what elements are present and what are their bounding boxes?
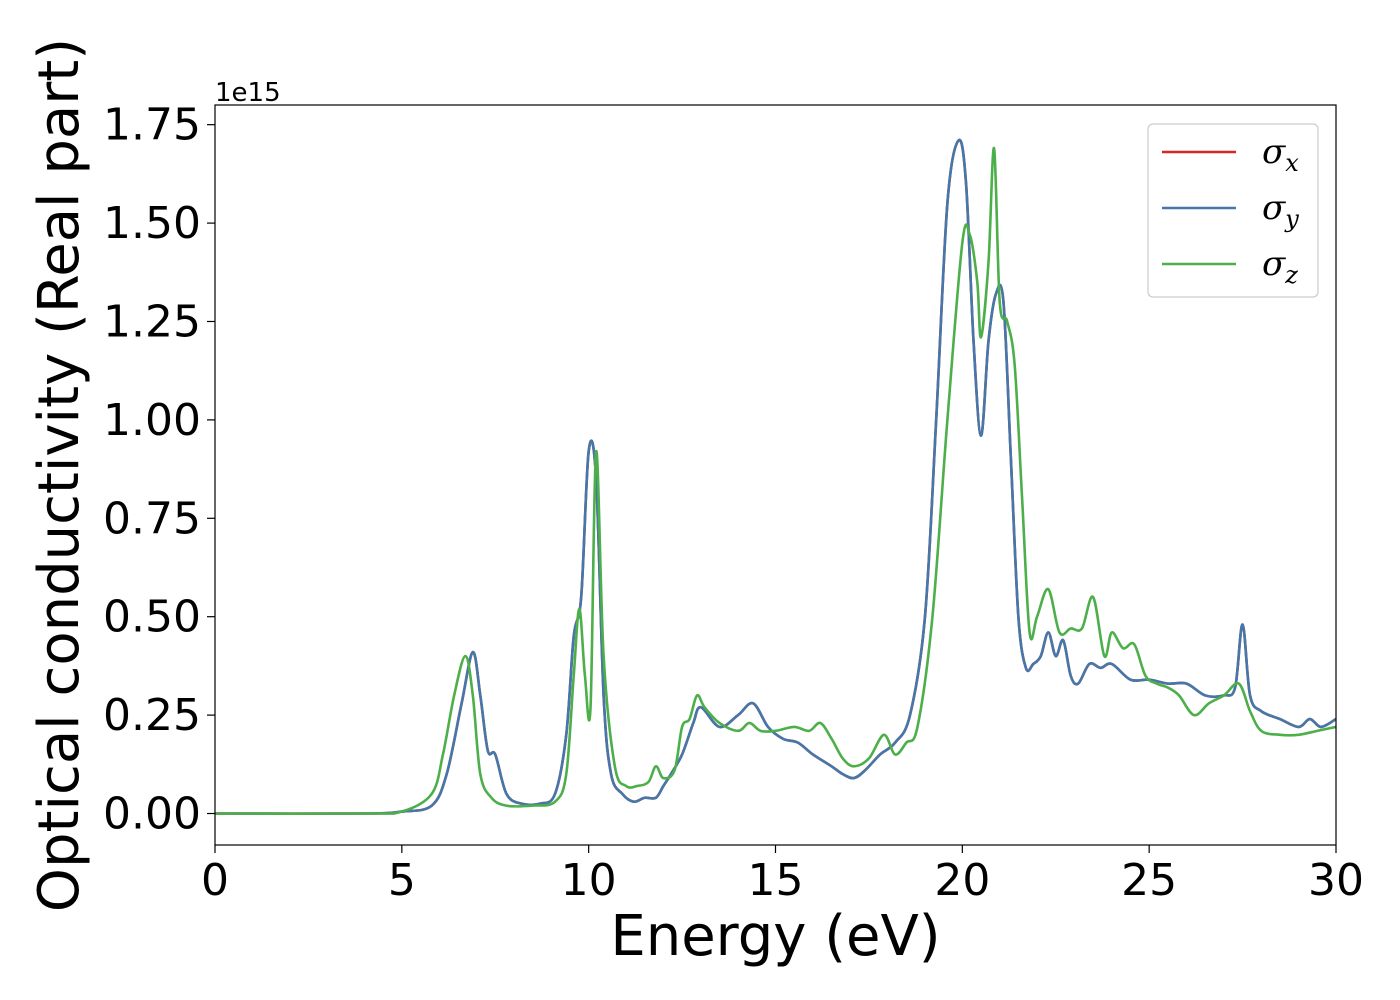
x-tick-label: 25 [1121, 855, 1177, 906]
x-tick-label: 5 [388, 855, 416, 906]
x-axis-title: Energy (eV) [610, 904, 940, 969]
series-line-z [215, 146, 1336, 815]
x-axis: 0 5 10 15 20 25 30 [201, 845, 1364, 906]
x-tick-label: 20 [934, 855, 990, 906]
x-tick-label: 10 [561, 855, 617, 906]
y-tick-label: 0.50 [103, 592, 201, 643]
y-tick-label: 0.00 [103, 789, 201, 840]
y-axis-title: Optical conductivity (Real part) [27, 38, 92, 912]
x-tick-label: 30 [1308, 855, 1364, 906]
y-offset-label: 1e15 [215, 78, 281, 108]
y-tick-label: 1.50 [103, 198, 201, 249]
y-tick-label: 1.75 [103, 100, 201, 151]
y-tick-label: 0.75 [103, 493, 201, 544]
x-tick-label: 0 [201, 855, 229, 906]
y-tick-label: 0.25 [103, 690, 201, 741]
y-tick-label: 1.25 [103, 296, 201, 347]
series-layer [215, 138, 1336, 815]
y-tick-label: 1.00 [103, 395, 201, 446]
legend-box [1147, 123, 1319, 298]
y-axis: 0.00 0.25 0.50 0.75 1.00 1.25 1.50 1.75 [103, 100, 215, 840]
x-tick-label: 15 [748, 855, 804, 906]
series-line-y [215, 138, 1336, 815]
